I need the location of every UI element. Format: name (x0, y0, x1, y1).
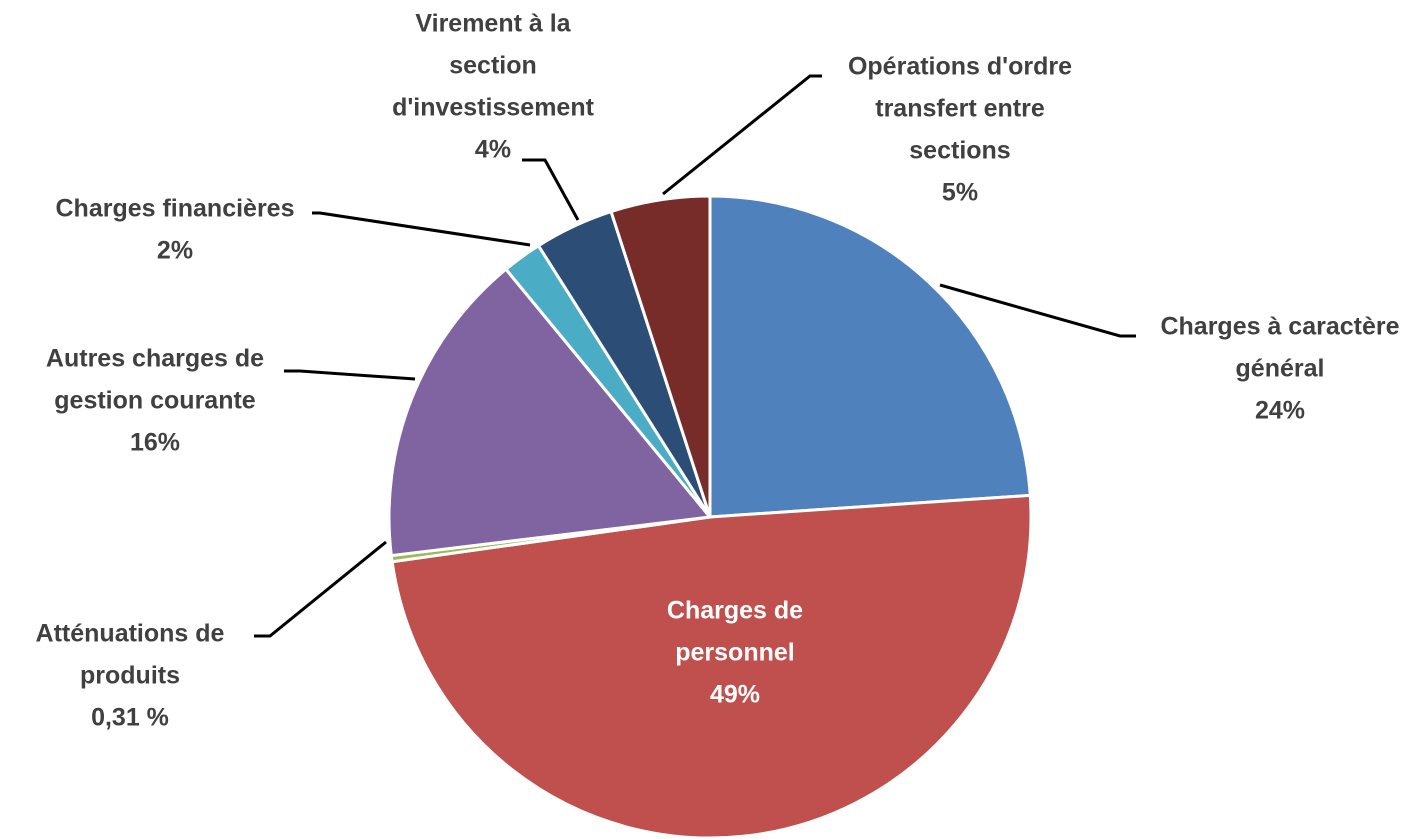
value-label: 16% (130, 429, 180, 457)
slice-label: gestion courante (54, 387, 256, 415)
slice-label: Charges de (667, 597, 803, 625)
slice-label: sections (909, 137, 1010, 165)
slice-label: d'investissement (392, 94, 595, 122)
slice-label: Autres charges de (46, 345, 264, 373)
leader-line (254, 540, 387, 638)
pie-slice (708, 194, 1032, 519)
value-label: 24% (1255, 397, 1305, 425)
leader-line (939, 283, 1136, 338)
leader-line (662, 74, 822, 196)
leader-line (284, 369, 416, 381)
leader-line (522, 158, 580, 221)
leader-line (312, 211, 531, 247)
slice-label: section (449, 52, 537, 80)
slice-label: personnel (675, 639, 794, 667)
slice-label: transfert entre (875, 95, 1045, 123)
slice-label: général (1236, 355, 1325, 383)
slice-label: Virement à la (415, 10, 571, 38)
slice-label: Charges à caractère (1160, 313, 1399, 341)
value-label: 49% (710, 681, 760, 709)
pie-slice (609, 194, 712, 518)
pie-slice (387, 267, 713, 558)
value-label: 4% (475, 136, 511, 164)
slice-label: Charges financières (56, 195, 295, 223)
slice-label: produits (80, 662, 180, 690)
value-label: 0,31 % (91, 704, 169, 732)
slice-label: Opérations d'ordre (848, 53, 1072, 81)
value-label: 2% (157, 237, 193, 265)
slice-label: Atténuations de (36, 620, 225, 648)
pie-slice (390, 493, 1033, 839)
value-label: 5% (942, 179, 978, 207)
